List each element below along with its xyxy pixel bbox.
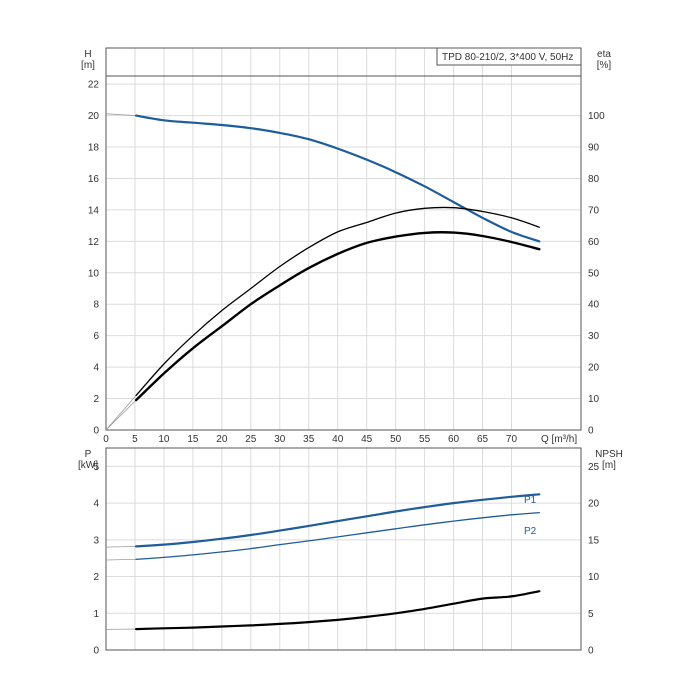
chart-title: TPD 80-210/2, 3*400 V, 50Hz (442, 52, 573, 63)
flow-tick-label: 10 (158, 434, 170, 445)
top-panel-series (105, 113, 541, 431)
head-tick-label: 12 (88, 237, 100, 248)
eta-tick-label: 80 (588, 174, 600, 185)
flow-tick-label: 45 (361, 434, 373, 445)
eta-tick-label: 30 (588, 331, 600, 342)
head-tick-label: 22 (88, 80, 100, 91)
npsh-axis-unit: [m] (602, 460, 616, 471)
head-axis-unit: [m] (81, 60, 95, 71)
head-curve (135, 114, 541, 243)
head-axis-name: H (84, 49, 91, 60)
head-tick-label: 18 (88, 143, 100, 154)
top-panel-grid (105, 48, 581, 431)
head-tick-label: 4 (93, 363, 99, 374)
flow-tick-label: 60 (448, 434, 460, 445)
flow-tick-label: 70 (506, 434, 518, 445)
eta-tick-label: 40 (588, 300, 600, 311)
head-tick-label: 10 (88, 268, 100, 279)
flow-tick-label: 5 (132, 434, 138, 445)
eta-tick-label: 100 (588, 111, 605, 122)
flow-tick-label: 30 (274, 434, 286, 445)
flow-tick-label: 20 (216, 434, 228, 445)
head-tick-label: 6 (93, 331, 99, 342)
flow-tick-label: 35 (303, 434, 315, 445)
eta-tick-label: 50 (588, 268, 600, 279)
flow-tick-label: 65 (477, 434, 489, 445)
npsh-curve (135, 590, 541, 631)
eta-tick-label: 70 (588, 205, 600, 216)
bottom-panel-ticks: 0 1 2 3 4 5 0 5 10 15 20 25 (93, 462, 599, 657)
head-efficiency-panel: TPD 80-210/2, 3*400 V, 50Hz H [m] eta [%… (81, 47, 612, 445)
eta-tick-label: 60 (588, 237, 600, 248)
power-tick-label: 4 (93, 499, 99, 510)
p2-curve-extrapolation (105, 558, 137, 561)
p1-curve-extrapolation (105, 546, 137, 548)
eta-tick-label: 20 (588, 363, 600, 374)
npsh-tick-label: 10 (588, 572, 600, 583)
eta-axis-unit: [%] (597, 60, 612, 71)
p1-curve (135, 493, 541, 548)
flow-tick-label: 55 (419, 434, 431, 445)
npsh-tick-label: 5 (588, 609, 594, 620)
eta-tick-label: 90 (588, 143, 600, 154)
series-label-p1: P1 (524, 495, 537, 506)
power-tick-label: 3 (93, 535, 99, 546)
npsh-axis-name: NPSH (595, 449, 623, 460)
eta-tick-label: 10 (588, 394, 600, 405)
power-tick-label: 5 (93, 462, 99, 473)
npsh-tick-label: 20 (588, 499, 600, 510)
eta-curve (135, 206, 540, 397)
eta-axis-name: eta (597, 49, 611, 60)
head-tick-label: 0 (93, 426, 99, 437)
head-tick-label: 20 (88, 111, 100, 122)
npsh-tick-label: 0 (588, 646, 594, 657)
flow-tick-label: 25 (245, 434, 257, 445)
flow-axis-label: Q [m³/h] (541, 434, 577, 445)
eta-tick-label: 0 (588, 426, 594, 437)
bottom-panel-frame (105, 447, 582, 651)
head-tick-label: 8 (93, 300, 99, 311)
bottom-panel-series (105, 493, 541, 631)
series-label-p2: P2 (524, 526, 537, 537)
eta-curve-extrapolation (105, 395, 137, 431)
flow-tick-label: 15 (187, 434, 199, 445)
head-tick-label: 14 (88, 205, 100, 216)
power-axis-name: P (85, 449, 92, 460)
head-curve-extrapolation (105, 113, 137, 116)
power-npsh-panel: P [kW] NPSH [m] 0 1 2 3 4 5 0 5 10 15 20 25 P1 P2 (78, 447, 623, 657)
title-box (436, 47, 582, 66)
power-tick-label: 2 (93, 572, 99, 583)
npsh-tick-label: 25 (588, 462, 600, 473)
power-tick-label: 1 (93, 609, 99, 620)
flow-tick-label: 50 (390, 434, 402, 445)
flow-tick-label: 0 (103, 434, 109, 445)
top-panel-ticks: 0246810121416182022010203040506070809010… (88, 80, 605, 445)
eta-p-curve (134, 231, 541, 402)
power-tick-label: 0 (93, 646, 99, 657)
p2-curve (135, 511, 540, 560)
power-axis-unit: [kW] (78, 460, 98, 471)
npsh-tick-label: 15 (588, 535, 600, 546)
flow-tick-label: 40 (332, 434, 344, 445)
head-tick-label: 16 (88, 174, 100, 185)
head-tick-label: 2 (93, 394, 99, 405)
eta-p-curve-extrapolation (105, 399, 137, 431)
top-panel-frame (105, 47, 582, 431)
